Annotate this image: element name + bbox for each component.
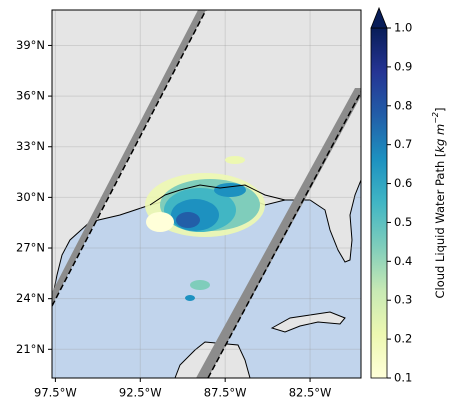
colorbar-tick-label: 0.5: [394, 215, 412, 229]
colorbar-tick-label: 0.6: [394, 176, 412, 190]
swath-line-left: [52, 10, 207, 307]
y-tick-label: 27°N: [16, 241, 45, 255]
colorbar: [370, 27, 388, 379]
coastline-north: [149, 184, 286, 206]
colorbar-tick-label: 0.7: [394, 137, 412, 151]
y-tick-label: 36°N: [16, 89, 45, 103]
cuba: [270, 311, 346, 333]
y-tick-label: 33°N: [16, 139, 45, 153]
swath-line-right: [207, 91, 361, 378]
map-frame: [51, 9, 362, 379]
swath-edge-right: [196, 88, 361, 378]
x-tick-label: 92.5°W: [119, 386, 162, 400]
cloud-field: [145, 156, 265, 301]
colorbar-label: Cloud Liquid Water Path [kg m−2]: [431, 107, 447, 298]
colorbar-tick-label: 0.4: [394, 254, 412, 268]
y-tick-label: 30°N: [16, 190, 45, 204]
y-tick-label: 21°N: [16, 342, 45, 356]
map-body: [52, 10, 361, 378]
x-tick-label: 97.5°W: [34, 386, 77, 400]
colorbar-tick-label: 1.0: [394, 21, 412, 35]
y-tick-label: 24°N: [16, 291, 45, 305]
colorbar-tick-label: 0.8: [394, 98, 412, 112]
colorbar-extension: [370, 6, 388, 29]
x-tick-label: 82.5°W: [289, 386, 332, 400]
y-tick-label: 39°N: [16, 38, 45, 52]
colorbar-tick-label: 0.1: [394, 371, 412, 385]
colorbar-tick-label: 0.2: [394, 332, 412, 346]
colorbar-tick-label: 0.3: [394, 293, 412, 307]
x-tick-label: 87.5°W: [204, 386, 247, 400]
colorbar-tick-label: 0.9: [394, 59, 412, 73]
